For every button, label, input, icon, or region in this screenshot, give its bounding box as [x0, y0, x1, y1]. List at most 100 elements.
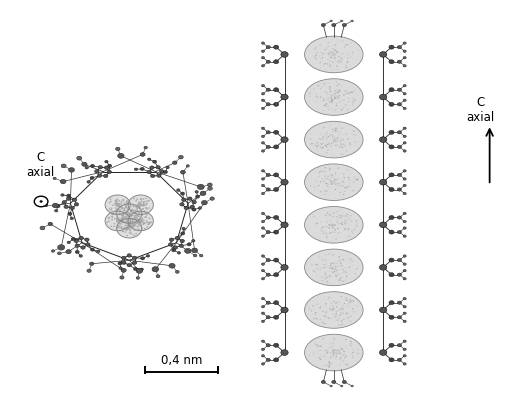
Circle shape	[117, 206, 119, 207]
Circle shape	[335, 98, 337, 99]
Circle shape	[117, 208, 119, 210]
Circle shape	[321, 144, 322, 145]
Circle shape	[334, 191, 336, 192]
Circle shape	[335, 140, 336, 141]
Circle shape	[352, 352, 353, 353]
Circle shape	[330, 134, 332, 135]
Circle shape	[331, 267, 333, 268]
Circle shape	[343, 271, 345, 272]
Circle shape	[397, 145, 401, 149]
Circle shape	[336, 93, 337, 94]
Circle shape	[131, 227, 133, 228]
Circle shape	[403, 278, 406, 280]
Circle shape	[125, 225, 127, 226]
Circle shape	[281, 179, 288, 185]
Circle shape	[331, 100, 333, 101]
Circle shape	[125, 207, 126, 208]
Circle shape	[357, 352, 358, 353]
Circle shape	[323, 268, 325, 269]
Circle shape	[352, 190, 353, 191]
Circle shape	[325, 105, 327, 106]
Circle shape	[320, 355, 322, 356]
Circle shape	[330, 357, 331, 358]
Circle shape	[339, 214, 340, 216]
Circle shape	[379, 137, 387, 142]
Circle shape	[326, 344, 328, 346]
Circle shape	[397, 344, 401, 347]
Circle shape	[343, 270, 345, 271]
Circle shape	[330, 57, 331, 58]
Circle shape	[117, 203, 119, 204]
Circle shape	[338, 223, 340, 224]
Circle shape	[340, 316, 341, 317]
Circle shape	[333, 263, 335, 264]
Circle shape	[55, 209, 58, 212]
Circle shape	[328, 266, 329, 267]
Circle shape	[327, 149, 329, 151]
Circle shape	[328, 361, 330, 363]
Circle shape	[87, 269, 91, 272]
Circle shape	[332, 54, 334, 55]
Circle shape	[123, 213, 125, 214]
Circle shape	[315, 223, 317, 225]
Circle shape	[326, 146, 327, 147]
Circle shape	[143, 204, 144, 206]
Circle shape	[330, 98, 332, 99]
Circle shape	[116, 220, 118, 221]
Circle shape	[349, 258, 351, 260]
Circle shape	[274, 45, 279, 49]
Circle shape	[327, 186, 328, 188]
Circle shape	[325, 167, 326, 168]
Circle shape	[316, 58, 317, 59]
Circle shape	[121, 218, 123, 219]
Circle shape	[353, 304, 355, 305]
Circle shape	[340, 280, 342, 281]
Circle shape	[319, 357, 321, 359]
Circle shape	[335, 358, 337, 359]
Circle shape	[146, 254, 150, 257]
Circle shape	[335, 44, 336, 46]
Circle shape	[347, 137, 349, 138]
Circle shape	[346, 363, 348, 365]
Circle shape	[403, 99, 406, 101]
Circle shape	[336, 350, 338, 352]
Circle shape	[336, 353, 337, 354]
Circle shape	[124, 209, 125, 211]
Circle shape	[344, 223, 346, 224]
Circle shape	[326, 233, 327, 234]
Circle shape	[345, 298, 346, 300]
Circle shape	[335, 316, 337, 317]
Circle shape	[266, 103, 270, 106]
Circle shape	[266, 273, 270, 276]
Circle shape	[322, 321, 323, 322]
Circle shape	[350, 185, 351, 186]
Circle shape	[327, 282, 329, 283]
Circle shape	[180, 203, 184, 206]
Circle shape	[348, 54, 349, 55]
Circle shape	[350, 134, 351, 135]
Circle shape	[326, 190, 328, 192]
Circle shape	[140, 268, 144, 271]
Circle shape	[340, 296, 342, 297]
Circle shape	[336, 355, 337, 356]
Circle shape	[403, 269, 406, 272]
Circle shape	[350, 300, 352, 301]
Circle shape	[133, 225, 135, 227]
Circle shape	[344, 260, 346, 261]
Circle shape	[341, 348, 343, 350]
Circle shape	[327, 63, 328, 64]
Circle shape	[261, 193, 265, 195]
Circle shape	[323, 105, 325, 106]
Circle shape	[333, 44, 335, 45]
Circle shape	[331, 356, 332, 357]
Circle shape	[316, 146, 317, 147]
Circle shape	[335, 93, 336, 94]
Circle shape	[379, 94, 387, 100]
Circle shape	[320, 357, 322, 358]
Circle shape	[326, 103, 327, 105]
Circle shape	[339, 352, 340, 353]
Circle shape	[331, 267, 332, 269]
Circle shape	[330, 385, 333, 387]
Circle shape	[324, 227, 326, 228]
Circle shape	[325, 278, 327, 280]
